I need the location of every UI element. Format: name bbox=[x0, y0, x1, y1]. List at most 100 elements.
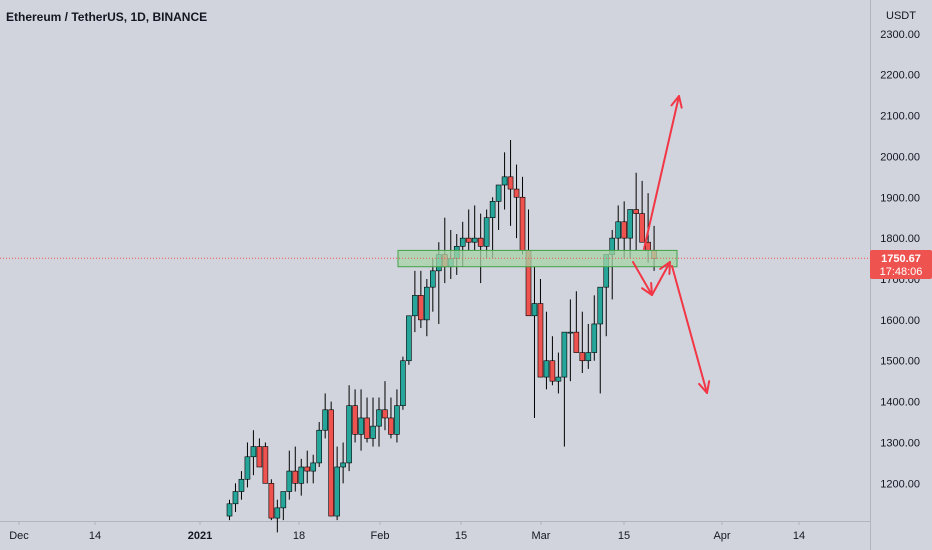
candle-body bbox=[274, 507, 281, 519]
candle-body bbox=[328, 409, 334, 517]
price-tick-label: 1500.00 bbox=[880, 356, 920, 368]
arrow-shaft bbox=[651, 261, 671, 296]
price-tick-label: 1900.00 bbox=[880, 192, 920, 204]
candle bbox=[316, 422, 323, 468]
candle bbox=[633, 172, 639, 251]
candle bbox=[591, 295, 598, 361]
currency-label: USDT bbox=[886, 10, 916, 22]
candle bbox=[298, 458, 305, 496]
price-tick-label: 1400.00 bbox=[880, 397, 920, 409]
candles-group bbox=[226, 140, 657, 533]
candle-body bbox=[507, 176, 514, 190]
candle bbox=[340, 442, 346, 484]
time-tick-label: Apr bbox=[713, 530, 730, 542]
candle-body bbox=[370, 425, 376, 439]
candle bbox=[304, 450, 311, 484]
candle-body bbox=[394, 405, 400, 435]
candle bbox=[424, 279, 430, 337]
bearish-arrow bbox=[671, 265, 711, 394]
candle bbox=[406, 315, 412, 365]
candle-body bbox=[292, 470, 299, 484]
current-price-label: 1750.67 bbox=[881, 253, 921, 265]
candle bbox=[322, 393, 328, 439]
time-tick-label: Mar bbox=[532, 530, 551, 542]
candle-body bbox=[376, 409, 382, 427]
candle bbox=[543, 311, 550, 390]
candle-body bbox=[627, 209, 633, 239]
time-tick-label: 18 bbox=[293, 530, 305, 542]
candle-body bbox=[459, 237, 466, 247]
candle-body bbox=[232, 491, 239, 505]
candle-body bbox=[579, 352, 586, 362]
candle bbox=[274, 499, 281, 533]
candle bbox=[501, 152, 508, 210]
candle-body bbox=[555, 376, 562, 382]
candle-body bbox=[483, 217, 490, 247]
candle-body bbox=[501, 176, 508, 186]
candle-body bbox=[424, 286, 430, 321]
candle bbox=[585, 323, 592, 369]
candle bbox=[244, 442, 251, 488]
candle-body bbox=[430, 270, 436, 288]
candle-body bbox=[346, 405, 352, 464]
time-tick-label: 14 bbox=[89, 530, 101, 542]
price-tick-label: 2100.00 bbox=[880, 111, 920, 123]
candle bbox=[579, 311, 586, 374]
candle-body bbox=[471, 237, 478, 243]
candle bbox=[250, 430, 257, 476]
candle bbox=[400, 356, 406, 410]
candle bbox=[358, 389, 364, 451]
price-tick-label: 2200.00 bbox=[880, 70, 920, 82]
candle bbox=[495, 184, 502, 230]
candle bbox=[364, 397, 370, 443]
candle-body bbox=[406, 315, 412, 362]
candle-body bbox=[310, 462, 317, 472]
price-axis-group: USDT 2300.00 2200.00 2100.00 2000.00 1900.00… bbox=[880, 10, 920, 490]
candle bbox=[639, 180, 645, 243]
candle-body bbox=[489, 201, 496, 218]
candle bbox=[286, 450, 293, 500]
candle bbox=[555, 352, 562, 394]
time-tick-label: 2021 bbox=[188, 530, 212, 542]
candle-body bbox=[286, 470, 293, 492]
candle-body bbox=[316, 429, 323, 464]
candle-body bbox=[513, 188, 520, 198]
time-tick-label: 14 bbox=[793, 530, 805, 542]
arrow-shaft bbox=[632, 261, 653, 296]
arrow-head bbox=[670, 95, 683, 109]
candle-body bbox=[412, 295, 418, 317]
candle bbox=[430, 258, 436, 312]
candle-body bbox=[358, 417, 364, 435]
candle bbox=[376, 397, 382, 447]
candle bbox=[292, 446, 299, 492]
candle-body bbox=[268, 483, 275, 519]
candle-body bbox=[388, 417, 394, 435]
candle bbox=[346, 385, 352, 472]
candle-body bbox=[519, 196, 526, 251]
candle-body bbox=[340, 462, 346, 468]
price-tick-label: 2000.00 bbox=[880, 151, 920, 163]
arrow-shaft bbox=[671, 265, 708, 394]
candle bbox=[561, 331, 568, 447]
candle-body bbox=[585, 352, 592, 362]
candle-body bbox=[322, 409, 328, 431]
candle-body bbox=[561, 331, 568, 378]
candle bbox=[310, 454, 317, 484]
candle-body bbox=[573, 331, 580, 353]
candle-body bbox=[382, 409, 388, 419]
candle bbox=[280, 491, 287, 521]
candle-body bbox=[298, 466, 305, 484]
chart-title: Ethereum / TetherUS, 1D, BINANCE bbox=[6, 10, 208, 24]
candle-body bbox=[597, 286, 604, 325]
candle bbox=[621, 201, 627, 259]
time-tick-label: 15 bbox=[618, 530, 630, 542]
candle bbox=[418, 270, 424, 329]
candle-body bbox=[244, 456, 251, 480]
candle bbox=[573, 291, 580, 353]
candle bbox=[477, 213, 484, 284]
arrow-head bbox=[659, 261, 671, 275]
price-tick-label: 1800.00 bbox=[880, 233, 920, 245]
candle bbox=[489, 197, 496, 259]
candle bbox=[352, 389, 358, 443]
